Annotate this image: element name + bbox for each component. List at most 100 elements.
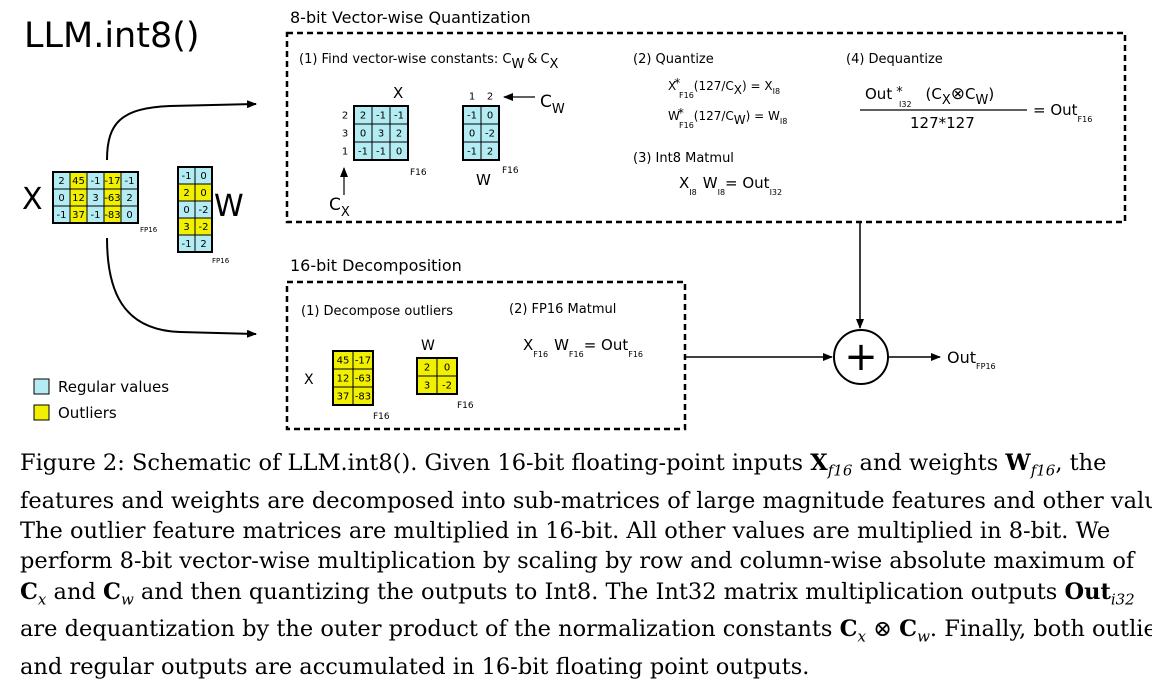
caption-text: The outlier feature matrices are multipl… <box>20 518 1111 545</box>
llm-int8-diagram: LLM.int8() X 2 45 -1 -17 -10 12 3 -63 2-1 37 -1 -83… <box>22 8 1127 431</box>
plus-icon: + <box>844 334 878 380</box>
caption-text: , the <box>1055 450 1107 476</box>
matrix-cell-value: 2 <box>396 129 402 140</box>
matrix-cell-value: 2 <box>183 188 189 199</box>
quantize-eq-x: X* F16(127/CX) = XI8 <box>668 76 780 100</box>
matrix-cell-value: 0 <box>58 193 64 204</box>
caption-text: are dequantization by the outer product … <box>20 616 840 643</box>
matrix-cell-value: -1 <box>182 239 192 250</box>
caption-text: . Finally, both outlier <box>929 616 1152 643</box>
matrix-cell-value: -17 <box>355 356 371 367</box>
caption-math-subscript: w <box>120 590 134 609</box>
vq-title: 8-bit Vector-wise Quantization <box>290 8 531 27</box>
decomp-step1-label: (1) Decompose outliers <box>301 304 453 319</box>
decomp-title: 16-bit Decomposition <box>290 256 462 275</box>
matrix-cell-value: -17 <box>104 176 120 187</box>
caption-math-subscript: x <box>37 590 47 609</box>
matrix-cell-value: -1 <box>125 176 135 187</box>
caption-text: Figure 2: Schematic of LLM.int8(). Given… <box>20 450 811 476</box>
matrix-cell-value: 45 <box>337 356 350 367</box>
matrix-cell-value: 0 <box>126 210 132 221</box>
matrix-border <box>353 105 409 161</box>
input-x-label: X <box>22 182 43 217</box>
cx-label: CX <box>329 195 350 220</box>
vq-matrix-w: -1 0 0 -2 -1 2 <box>462 105 500 161</box>
matrix-border <box>177 166 213 253</box>
decomp-x-sub: F16 <box>373 412 390 422</box>
matrix-cell-value: -2 <box>199 205 209 216</box>
quantize-eq-w: W* F16(127/CW) = WI8 <box>668 106 787 130</box>
legend-outliers-label: Outliers <box>58 404 117 422</box>
caption-line: features and weights are decomposed into… <box>20 486 1152 516</box>
matrix-cell-value: -1 <box>394 111 404 122</box>
matrix-cell-value: -63 <box>104 193 120 204</box>
matrix-cell-value: 12 <box>72 193 85 204</box>
caption-line: perform 8-bit vector-wise multiplication… <box>20 546 1136 576</box>
decomp-w-sub: F16 <box>457 401 474 411</box>
caption-text: ⊗ <box>865 616 900 643</box>
matrix-cell-value: 37 <box>72 210 85 221</box>
vq-step1-label: (1) Find vector-wise constants: CW & CX <box>299 52 559 72</box>
matrix-cell-value: 2 <box>126 193 132 204</box>
legend-regular-label: Regular values <box>58 378 169 396</box>
caption-text: and regular outputs are accumulated in 1… <box>20 654 810 681</box>
matrix-cell-value: -1 <box>467 147 477 158</box>
matrix-cell-value: -1 <box>91 210 101 221</box>
matrix-cell-value: -83 <box>355 392 371 403</box>
vq-matrix-x-sub: F16 <box>410 168 427 178</box>
caption-math-bold: X <box>810 450 828 476</box>
column-constant: 1 <box>469 92 475 103</box>
caption-text: features and weights are decomposed into… <box>20 487 1152 514</box>
matrix-cell-value: 12 <box>337 374 350 385</box>
decomp-matrix-w: 2 0 3 -2 <box>416 357 458 395</box>
matrix-cell-value: -2 <box>485 129 495 140</box>
matrix-cell-value: 2 <box>487 147 493 158</box>
matrix-cell-value: 2 <box>424 363 430 374</box>
output-label: OutFP16 <box>947 348 996 371</box>
matrix-cell-value: -2 <box>442 381 452 392</box>
decomp-matrix-x: 45 -17 12 -63 37 -83 <box>332 350 374 406</box>
caption-text: and then quantizing the outputs to Int8.… <box>133 578 1065 605</box>
input-w-sub: FP16 <box>212 257 230 265</box>
decomp-box <box>285 280 687 431</box>
figure-caption: Figure 2: Schematic of LLM.int8(). Given… <box>20 448 1152 683</box>
row-constant: 2 <box>342 111 348 122</box>
matrix-cell-value: -83 <box>104 210 120 221</box>
caption-math-bold: C <box>20 578 38 605</box>
vq-step4-label: (4) Dequantize <box>846 52 943 67</box>
matrix-cell-value: 0 <box>487 111 493 122</box>
arrow-to-quantization <box>106 100 257 161</box>
caption-math-bold: C <box>839 616 858 643</box>
matrix-border <box>416 357 458 395</box>
fp16-matmul-eq: XF16WF16= OutF16 <box>523 336 643 359</box>
matrix-cell-value: -1 <box>57 210 67 221</box>
caption-line: and regular outputs are accumulated in 1… <box>20 652 1136 682</box>
vq-step2-label: (2) Quantize <box>633 52 714 67</box>
caption-math-subscript: w <box>917 627 930 646</box>
caption-math-bold: Out <box>1064 578 1111 605</box>
matrix-cell-value: 2 <box>360 111 366 122</box>
matrix-cell-value: 2 <box>58 176 64 187</box>
caption-text: perform 8-bit vector-wise multiplication… <box>20 548 1135 575</box>
matrix-cell-value: 0 <box>200 171 206 182</box>
matrix-cell-value: 0 <box>444 363 450 374</box>
input-w-matrix: -1 02 00 -23 -2-1 2 <box>177 166 213 253</box>
matrix-cell-value: 0 <box>360 129 366 140</box>
arrow-to-decomposition <box>106 237 257 338</box>
vq-box <box>285 31 1127 224</box>
vq-matrix-w-label: W <box>476 171 491 189</box>
matrix-border <box>52 171 139 224</box>
matrix-cell-value: 0 <box>469 129 475 140</box>
decomp-w-label: W <box>421 338 435 354</box>
caption-line: Cx and Cw and then quantizing the output… <box>20 577 1136 615</box>
matrix-cell-value: 0 <box>200 188 206 199</box>
legend-regular-swatch <box>33 378 50 395</box>
row-constant: 3 <box>342 129 348 140</box>
caption-line: Figure 2: Schematic of LLM.int8(). Given… <box>20 448 1136 486</box>
caption-math-bold: C <box>103 578 121 605</box>
matrix-cell-value: -63 <box>355 374 371 385</box>
caption-math-subscript: f16 <box>827 461 853 480</box>
dequantize-numerator: Out * I32(CX⊗CW) <box>865 84 994 109</box>
decomp-step2-label: (2) FP16 Matmul <box>509 302 616 317</box>
